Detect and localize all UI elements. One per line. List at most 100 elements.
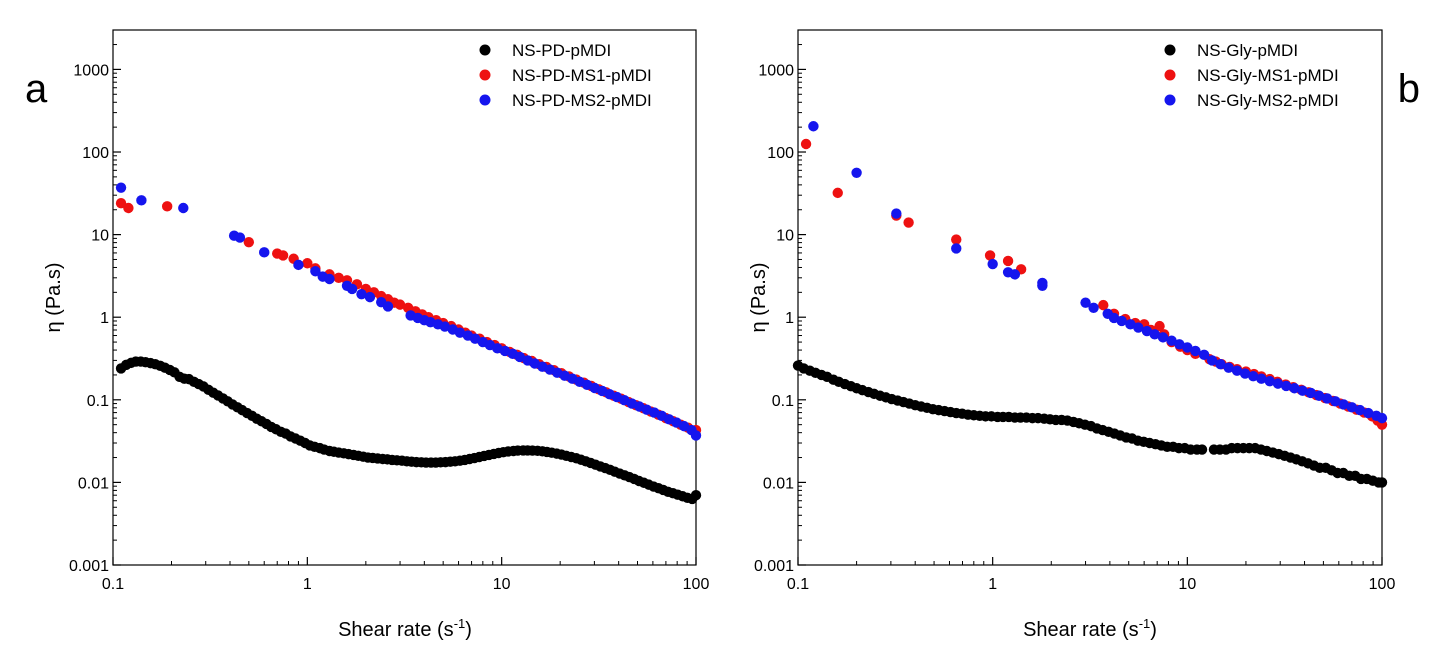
data-point	[800, 138, 812, 150]
data-point	[1281, 380, 1292, 392]
legend-label: NS-Gly-pMDI	[1197, 41, 1298, 60]
data-point	[1239, 368, 1251, 379]
legend-label: NS-Gly-MS1-pMDI	[1197, 66, 1339, 85]
legend-label: NS-Gly-MS2-pMDI	[1197, 91, 1339, 110]
legend-label: NS-PD-pMDI	[512, 41, 611, 60]
data-point	[454, 327, 466, 338]
legend-marker	[479, 44, 491, 56]
y-tick-label: 1000	[73, 62, 109, 79]
y-tick-label: 0.1	[87, 393, 109, 410]
x-tick-label: 10	[493, 576, 511, 593]
x-tick-label: 100	[683, 576, 710, 593]
data-point	[115, 182, 127, 193]
data-point	[123, 202, 134, 214]
data-point	[293, 259, 304, 271]
data-point	[1198, 349, 1210, 361]
data-point	[808, 121, 819, 132]
data-point	[1206, 355, 1218, 366]
data-point	[891, 208, 902, 219]
y-tick-label: 1	[785, 310, 794, 327]
y-tick-label: 1	[100, 310, 109, 327]
data-point	[1182, 342, 1193, 353]
data-point	[1313, 390, 1325, 401]
data-point	[951, 243, 962, 254]
data-point	[1215, 358, 1226, 370]
data-point	[1346, 402, 1358, 413]
data-point	[1256, 373, 1267, 384]
data-point	[394, 299, 406, 310]
y-tick-label: 10	[776, 228, 794, 245]
data-point	[136, 195, 147, 206]
data-point	[1272, 378, 1284, 389]
data-point	[324, 273, 335, 285]
data-point	[178, 202, 189, 214]
legend-marker	[1164, 44, 1176, 56]
series-1	[800, 138, 1388, 430]
data-point	[1248, 371, 1259, 382]
x-tick-label: 0.1	[787, 576, 809, 593]
data-point	[1174, 339, 1185, 350]
data-point	[356, 288, 367, 300]
y-tick-label: 0.1	[772, 393, 794, 410]
y-axis-title: η (Pa.s)	[43, 262, 65, 332]
data-point	[1196, 444, 1208, 455]
data-point	[1116, 315, 1127, 327]
data-point	[1363, 407, 1374, 419]
data-point	[1133, 322, 1144, 333]
data-point	[987, 258, 998, 270]
data-point	[1009, 269, 1021, 280]
data-point	[1154, 320, 1165, 332]
x-tick-label: 0.1	[102, 576, 124, 593]
data-point	[690, 430, 702, 441]
data-point	[277, 250, 289, 261]
data-point	[243, 236, 255, 248]
data-point	[234, 232, 246, 243]
series-2	[115, 182, 702, 441]
data-point	[1098, 299, 1109, 311]
data-point	[1190, 345, 1201, 357]
y-tick-label: 0.001	[69, 558, 109, 575]
data-point	[1338, 399, 1349, 410]
legend-label: NS-PD-MS1-pMDI	[512, 66, 652, 85]
legend-marker	[1164, 94, 1176, 106]
data-point	[310, 266, 321, 277]
series-2	[808, 121, 1388, 424]
y-tick-label: 100	[767, 145, 794, 162]
data-point	[115, 198, 127, 209]
data-point	[333, 272, 344, 283]
data-point	[951, 234, 962, 245]
y-tick-label: 0.01	[78, 475, 109, 492]
y-axis-title: η (Pa.s)	[748, 262, 770, 332]
x-axis-title: Shear rate (s-1)	[338, 616, 472, 641]
data-point	[161, 201, 173, 212]
data-point	[984, 250, 996, 261]
series-0	[792, 360, 1388, 488]
data-point	[364, 291, 376, 303]
data-point	[1231, 365, 1243, 376]
data-point	[302, 258, 313, 269]
data-point	[1376, 412, 1388, 424]
legend-label: NS-PD-MS2-pMDI	[512, 91, 652, 110]
data-point	[1289, 383, 1300, 394]
data-point	[1166, 335, 1177, 346]
data-point	[1376, 477, 1388, 488]
data-point	[1354, 404, 1366, 416]
x-tick-label: 10	[1178, 576, 1196, 593]
data-point	[439, 321, 451, 332]
data-point	[514, 351, 526, 363]
data-point	[1002, 255, 1014, 267]
panel-letter: b	[1398, 67, 1420, 111]
x-tick-label: 1	[988, 576, 997, 593]
data-point	[1297, 385, 1308, 396]
y-tick-label: 100	[82, 145, 109, 162]
data-point	[1125, 319, 1136, 330]
series-0	[115, 356, 702, 505]
data-point	[1037, 280, 1048, 291]
x-tick-label: 1	[303, 576, 312, 593]
data-point	[851, 167, 862, 179]
legend-marker	[1164, 69, 1176, 81]
data-point	[832, 187, 843, 199]
data-point	[1088, 302, 1099, 313]
data-point	[259, 247, 270, 258]
